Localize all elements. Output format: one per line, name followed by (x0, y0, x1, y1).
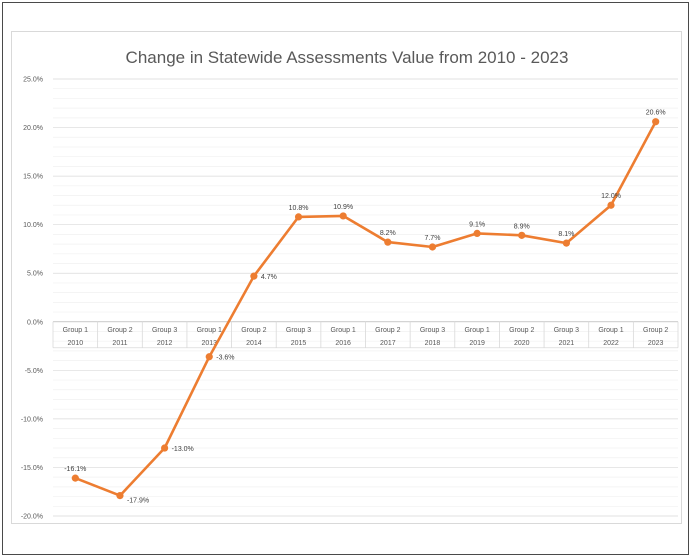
x-year-label: 2013 (201, 340, 217, 347)
y-axis-tick-labels: 25.0% 20.0% 15.0% 10.0% 5.0% 0.0% -5.0% -10.0% -… (21, 77, 43, 521)
data-point (71, 474, 79, 482)
data-point (428, 243, 437, 251)
x-year-label: 2010 (68, 340, 84, 347)
y-tick-label: 20.0% (23, 125, 43, 132)
x-group-label: Group 2 (241, 327, 266, 334)
y-tick-label: 10.0% (23, 222, 43, 229)
x-group-label: Group 3 (420, 327, 445, 334)
chart-title: Change in Statewide Assessments Value fr… (126, 48, 569, 67)
gridlines (53, 78, 678, 517)
y-tick-label: 5.0% (27, 271, 43, 278)
data-point (518, 231, 526, 239)
y-tick-label: -15.0% (21, 465, 43, 472)
data-point (161, 444, 169, 452)
x-group-label: Group 2 (509, 327, 534, 334)
x-year-label: 2012 (157, 340, 173, 347)
x-year-label: 2018 (425, 340, 441, 347)
x-year-label: 2014 (246, 340, 262, 347)
data-label: -17.9% (127, 498, 149, 505)
y-tick-label: 25.0% (23, 77, 43, 84)
data-label: -3.6% (216, 355, 234, 362)
data-label: 10.8% (289, 205, 309, 212)
x-year-label: 2017 (380, 340, 396, 347)
x-group-label: Group 2 (375, 327, 400, 334)
data-label: 8.1% (558, 231, 574, 238)
x-year-label: 2021 (559, 340, 575, 347)
data-point (384, 238, 392, 246)
y-tick-label: -20.0% (21, 514, 43, 521)
chart-area: Change in Statewide Assessments Value fr… (11, 31, 682, 524)
x-group-label: Group 1 (197, 327, 222, 334)
x-group-label: Group 2 (107, 327, 132, 334)
x-year-label: 2015 (291, 340, 307, 347)
data-label: 4.7% (261, 274, 277, 281)
x-year-label: 2020 (514, 340, 530, 347)
x-year-label: 2022 (603, 340, 619, 347)
data-label: -16.1% (64, 466, 86, 473)
line-chart: Change in Statewide Assessments Value fr… (21, 48, 679, 521)
data-point (562, 239, 570, 247)
x-group-label: Group 1 (464, 327, 489, 334)
x-group-label: Group 3 (152, 327, 177, 334)
data-label: 9.1% (469, 221, 485, 228)
x-year-label: 2019 (469, 340, 485, 347)
data-label: 10.9% (333, 204, 353, 211)
category-axis: Group 1 Group 2 Group 3 Group 1 Group 2 Group… (52, 321, 679, 349)
y-tick-label: -10.0% (21, 416, 43, 423)
x-group-label: Group 1 (63, 327, 88, 334)
data-label: 8.9% (514, 223, 530, 230)
x-group-label: Group 2 (643, 327, 668, 334)
data-label: 20.6% (646, 110, 666, 117)
y-tick-label: -5.0% (25, 368, 43, 375)
series (71, 118, 660, 500)
x-year-label: 2023 (648, 340, 664, 347)
x-year-label: 2011 (112, 340, 127, 347)
data-label: 12.0% (601, 193, 621, 200)
y-tick-label: 15.0% (23, 174, 43, 181)
series-line (73, 120, 658, 497)
x-group-label: Group 3 (286, 327, 311, 334)
data-point (473, 229, 481, 238)
data-labels: -16.1% -17.9% -13.0% -3.6% 4.7% 10.8% 10.9% 8.2… (64, 110, 665, 505)
data-point (250, 272, 258, 280)
data-point (607, 201, 615, 209)
data-label: 8.2% (380, 230, 396, 237)
data-label: 7.7% (424, 235, 440, 242)
x-group-label: Group 3 (554, 327, 579, 334)
y-tick-label: 0.0% (27, 319, 43, 326)
data-point (116, 492, 124, 500)
data-point (339, 212, 347, 220)
x-group-label: Group 1 (598, 327, 623, 334)
x-year-label: 2016 (335, 340, 351, 347)
data-label: -13.0% (172, 446, 194, 453)
data-point (294, 213, 303, 221)
data-point (652, 118, 660, 126)
x-group-label: Group 1 (331, 327, 356, 334)
data-point (205, 353, 213, 361)
